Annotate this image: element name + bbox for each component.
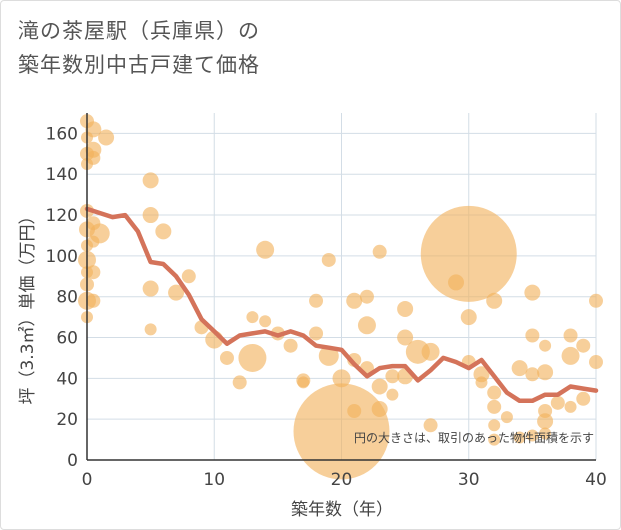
bubble (487, 385, 502, 400)
bubble (347, 404, 362, 419)
bubble (256, 240, 275, 259)
trend-line (84, 206, 599, 404)
bubble (309, 293, 324, 308)
chart-title-line-2: 築年数別中古戸建て価格 (18, 53, 260, 77)
x-tick-label: 30 (458, 470, 480, 490)
bubble (487, 399, 502, 414)
bubble (246, 311, 259, 324)
bubble (500, 411, 513, 424)
bubble (89, 223, 110, 244)
bubble (346, 292, 363, 309)
bubble (589, 355, 603, 370)
bubble (537, 364, 554, 381)
x-axis-label: 築年数（年） (291, 500, 393, 520)
y-tick-label: 120 (46, 206, 78, 226)
bubble (357, 316, 376, 335)
bubble (142, 280, 159, 297)
y-axis-label: 坪（3.3㎡）単価（万円） (18, 207, 38, 404)
bubble (550, 395, 565, 410)
bubble (371, 378, 388, 395)
bubble (561, 346, 580, 365)
bubble (232, 375, 247, 390)
bubble (397, 300, 414, 317)
bubble (86, 150, 101, 165)
bubble (372, 244, 387, 259)
bubble (397, 329, 414, 346)
bubble (537, 413, 554, 430)
bubble (168, 284, 185, 301)
bubble (576, 338, 591, 353)
y-tick-label: 60 (56, 329, 78, 349)
bubble (144, 323, 157, 336)
y-tick-label: 20 (56, 410, 78, 430)
x-tick-label: 40 (585, 470, 607, 490)
bubble (525, 367, 540, 382)
bubble (219, 350, 234, 365)
bubble (85, 121, 102, 138)
bubble (539, 339, 552, 352)
chart-title-line-1: 滝の茶屋駅（兵庫県）の (18, 19, 260, 43)
bubble (539, 427, 552, 440)
chart-title: 滝の茶屋駅（兵庫県）の 築年数別中古戸建て価格 (18, 14, 260, 82)
y-tick-label: 100 (46, 247, 78, 267)
bubble (321, 252, 336, 267)
bubble (318, 345, 339, 366)
bubble (589, 293, 603, 308)
bubble (293, 383, 390, 480)
trend-series (84, 206, 599, 404)
y-tick-label: 160 (46, 124, 78, 144)
tick-labels: 0 20 40 60 80 100 120 140 160 0 10 20 30 40 (46, 124, 607, 490)
bubble (525, 328, 540, 343)
bubble (513, 431, 526, 444)
bubble (142, 207, 159, 224)
bubble (385, 369, 400, 384)
bubble (86, 265, 101, 280)
bubble (423, 418, 438, 433)
bubble (488, 433, 501, 446)
bubble (420, 205, 517, 302)
bubble (238, 343, 267, 372)
bubble-series (78, 114, 603, 480)
bubble (576, 391, 591, 406)
y-tick-label: 140 (46, 165, 78, 185)
bubble (309, 326, 324, 341)
bubble (486, 292, 503, 309)
bubble (524, 284, 541, 301)
size-annotation: 円の大きさは、取引のあった物件面積を示す (354, 430, 594, 445)
bubble (332, 369, 351, 388)
bubble (86, 293, 101, 308)
bubble (405, 339, 430, 364)
bubble (421, 342, 440, 361)
bubble (297, 376, 310, 389)
bubble (259, 315, 272, 328)
bubble (98, 129, 115, 146)
bubble (371, 400, 388, 417)
bubble (386, 388, 399, 401)
y-tick-label: 80 (56, 288, 78, 308)
axes (86, 113, 596, 461)
bubble (563, 328, 578, 343)
x-tick-label: 10 (203, 470, 225, 490)
bubble (155, 223, 172, 240)
bubble (526, 429, 539, 442)
bubble (359, 289, 374, 304)
bubble (564, 400, 577, 413)
x-tick-label: 0 (82, 470, 93, 490)
y-tick-label: 0 (67, 451, 78, 471)
bubble (181, 269, 196, 284)
bubble (460, 309, 477, 326)
bubble (488, 419, 501, 432)
bubble (283, 338, 298, 353)
bubble (511, 360, 528, 377)
bubble (475, 376, 488, 389)
x-tick-label: 20 (331, 470, 353, 490)
y-tick-label: 40 (56, 369, 78, 389)
bubble (142, 172, 159, 189)
